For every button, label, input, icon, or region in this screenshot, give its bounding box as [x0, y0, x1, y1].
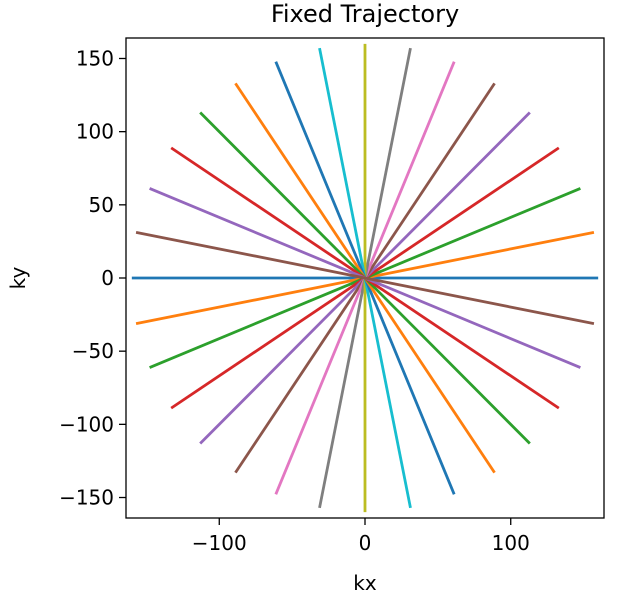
x-tick-label: 0 [359, 531, 372, 555]
x-tick-label: 100 [492, 531, 530, 555]
y-tick-label: 150 [76, 46, 114, 70]
ticks-layer: −100 0 100 150 100 50 0 −50 −100 −150 [59, 46, 530, 555]
y-tick-label: −150 [59, 486, 114, 510]
series-line-15 [135, 230, 595, 326]
y-tick-label: −100 [59, 412, 114, 436]
series-layer [131, 43, 599, 513]
plot-frame [125, 37, 605, 519]
y-tick-label: 50 [89, 193, 114, 217]
y-tick-label: −50 [72, 339, 114, 363]
x-tick-label: −100 [192, 531, 247, 555]
chart-title: Fixed Trajectory [271, 0, 459, 28]
y-axis-label: ky [6, 266, 30, 289]
x-axis-label: kx [353, 571, 377, 595]
y-tick-label: 100 [76, 120, 114, 144]
y-tick-label: 0 [101, 266, 114, 290]
